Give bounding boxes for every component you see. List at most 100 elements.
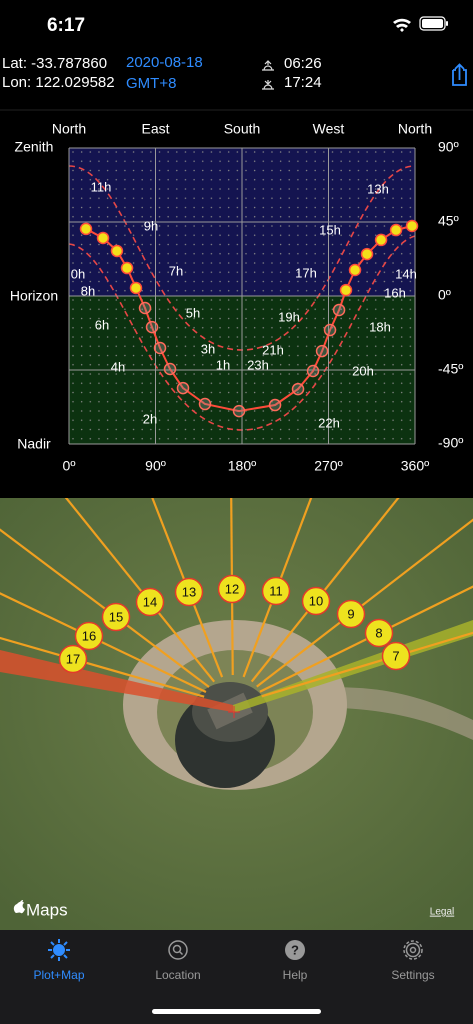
hour-marker [174, 577, 204, 607]
home-indicator [152, 1009, 321, 1014]
sun-position [374, 233, 388, 247]
hour-label: 8h [81, 283, 95, 298]
sun-ray [259, 585, 473, 693]
sunset-line [233, 620, 473, 713]
tab-label[interactable]: Settings [391, 968, 434, 982]
hour-marker [74, 621, 104, 651]
sun-ray [0, 528, 210, 688]
tab-icon-location [168, 940, 188, 960]
altitude-label: Zenith [15, 139, 54, 155]
sun-position [360, 247, 374, 261]
x-tick-label: 360º [401, 458, 429, 474]
sun-position [176, 381, 190, 395]
altitude-label: Nadir [17, 436, 51, 452]
sun-position [138, 301, 152, 315]
tab-label[interactable]: Location [155, 968, 200, 982]
sun-ray [256, 518, 473, 688]
sun-position [332, 303, 346, 317]
hour-label: 23h [247, 357, 269, 372]
hour-label: 5h [186, 305, 200, 320]
hour-marker [336, 599, 366, 629]
status-icons [393, 16, 448, 32]
y-tick-label: 0º [438, 287, 451, 303]
sun-ray [242, 498, 313, 678]
sun-ray [250, 498, 400, 683]
tab-label[interactable]: Plot+Map [33, 968, 84, 982]
tab-label[interactable]: Help [283, 968, 308, 982]
hour-label: 21h [262, 342, 284, 357]
hour-marker-label: 11 [269, 583, 283, 598]
hour-label: 20h [352, 363, 374, 378]
svg-text:?: ? [291, 942, 299, 957]
direction-label: North [52, 121, 86, 137]
sun-ray [64, 498, 216, 683]
sun-position [389, 223, 403, 237]
hour-label: 4h [111, 359, 125, 374]
sun-ray [261, 631, 473, 698]
hour-label: 6h [95, 317, 109, 332]
hour-marker [364, 618, 394, 648]
date[interactable]: 2020-08-18 [126, 54, 203, 71]
share-button[interactable] [452, 63, 467, 86]
sun-position [232, 404, 246, 418]
sun-position [323, 323, 337, 337]
hour-label: 19h [278, 309, 300, 324]
sunset-icon [262, 80, 274, 90]
hour-label: 3h [201, 341, 215, 356]
altitude-label: Horizon [10, 288, 58, 304]
y-tick-label: 45º [438, 213, 459, 229]
hour-marker [58, 644, 88, 674]
sun-position [198, 397, 212, 411]
hour-marker [301, 586, 331, 616]
sun-position [291, 382, 305, 396]
tab-bar [0, 930, 473, 1024]
tab-icon-help: ? [285, 940, 305, 960]
hour-marker-label: 13 [182, 584, 196, 599]
y-tick-label: 90º [438, 139, 459, 155]
clock: 6:17 [47, 15, 85, 36]
x-tick-label: 270º [314, 458, 342, 474]
hour-label: 11h [91, 179, 112, 194]
timezone[interactable]: GMT+8 [126, 75, 176, 92]
maps-brand: Maps [26, 900, 68, 919]
hour-marker-label: 8 [375, 625, 382, 640]
hour-label: 13h [367, 181, 389, 196]
tab-icon-plot [48, 939, 70, 961]
sun-position [405, 219, 419, 233]
hour-label: 14h [395, 266, 417, 281]
sun-ray [151, 498, 224, 678]
hour-label: 7h [169, 263, 183, 278]
sunset-time: 17:24 [284, 74, 322, 91]
hour-marker-label: 14 [143, 594, 157, 609]
y-tick-label: -90º [438, 435, 463, 451]
hour-marker-label: 10 [309, 593, 323, 608]
x-tick-label: 180º [228, 458, 256, 474]
hour-marker-label: 7 [392, 648, 399, 663]
direction-label: South [224, 121, 261, 137]
direction-label: West [313, 121, 345, 137]
longitude: Lon: 122.029582 [2, 74, 115, 91]
sun-position [129, 281, 143, 295]
hour-label: 2h [143, 411, 157, 426]
sunrise-icon [262, 60, 274, 71]
sun-ray [0, 636, 205, 698]
hour-marker [217, 574, 247, 604]
sun-position [268, 398, 282, 412]
hour-marker-label: 16 [82, 628, 96, 643]
sun-position [79, 222, 93, 236]
x-tick-label: 90º [145, 458, 166, 474]
legal-link[interactable]: Legal [430, 907, 454, 918]
apple-logo [13, 900, 25, 914]
hour-label: 17h [295, 265, 317, 280]
hour-label: 1h [216, 357, 230, 372]
hour-marker-label: 15 [109, 609, 123, 624]
hour-label: 16h [384, 285, 406, 300]
sun-ray [230, 498, 234, 676]
center-cross [228, 706, 240, 718]
latitude: Lat: -33.787860 [2, 55, 107, 72]
sun-ray [0, 592, 207, 694]
tab-icon-settings [403, 940, 423, 960]
